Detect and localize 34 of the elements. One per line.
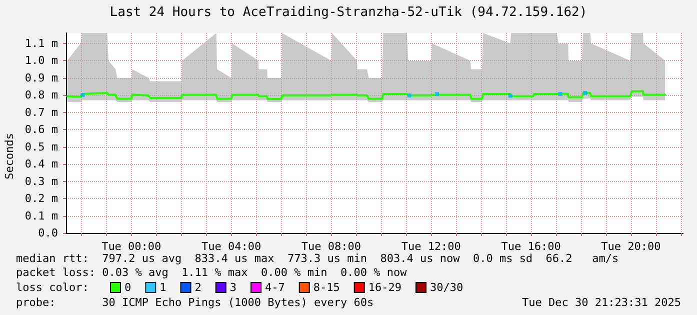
x-tick-label: Tue 08:00 [301, 240, 362, 253]
legend-label: 4-7 [264, 281, 285, 294]
y-tick-label: 0.6 m [24, 123, 58, 136]
legend-title: loss color: [16, 281, 89, 294]
legend-label: 30/30 [430, 281, 464, 294]
chart-title: Last 24 Hours to AceTraiding-Stranzha-52-uTik (94.72.159.162) [110, 5, 588, 20]
x-tick-label: Tue 12:00 [401, 240, 461, 253]
legend-label: 8-15 [313, 281, 340, 294]
y-tick-label: 0.5 m [24, 140, 58, 154]
y-tick-label: 0.3 m [24, 174, 58, 188]
y-tick-label: 0.2 m [24, 192, 58, 206]
text: packet loss: 0.03 % avg 1.11 % max 0.00 % min 0.00 % now [16, 266, 408, 279]
y-tick-label: 1.0 m [24, 54, 58, 68]
legend-label: 2 [194, 281, 202, 294]
y-tick-label: 0.7 m [24, 106, 58, 119]
x-tick-label: Tue 04:00 [201, 240, 262, 253]
legend-label: 0 [124, 281, 132, 294]
x-tick-label: Tue 16:00 [501, 240, 561, 253]
legend-label: 16-29 [368, 281, 402, 294]
text: probe: 30 ICMP Echo Pings (1000 Bytes) every 60s [16, 296, 374, 309]
y-tick-label: 0.1 m [24, 209, 58, 222]
text: Tue Dec 30 21:23:31 2025 [522, 296, 682, 309]
y-tick-label: 0.8 m [24, 88, 58, 102]
x-tick-label: Tue 00:00 [102, 240, 162, 253]
x-tick-label: Tue 20:00 [601, 240, 661, 253]
y-tick-label: 0.9 m [24, 71, 58, 84]
line-series [66, 90, 666, 100]
legend-label: 1 [160, 281, 166, 294]
y-axis-title: Seconds [3, 133, 16, 180]
text: median rtt: 797.2 us avg 833.4 us max 773.3 us min 803.4 us now 0.0 ms sd 66.2 am/s [16, 252, 619, 265]
y-tick-label: 0.0 [38, 226, 58, 240]
y-tick-label: 0.4 m [24, 158, 58, 171]
legend-label: 3 [230, 281, 236, 294]
y-tick-label: 1.1 m [24, 36, 58, 50]
